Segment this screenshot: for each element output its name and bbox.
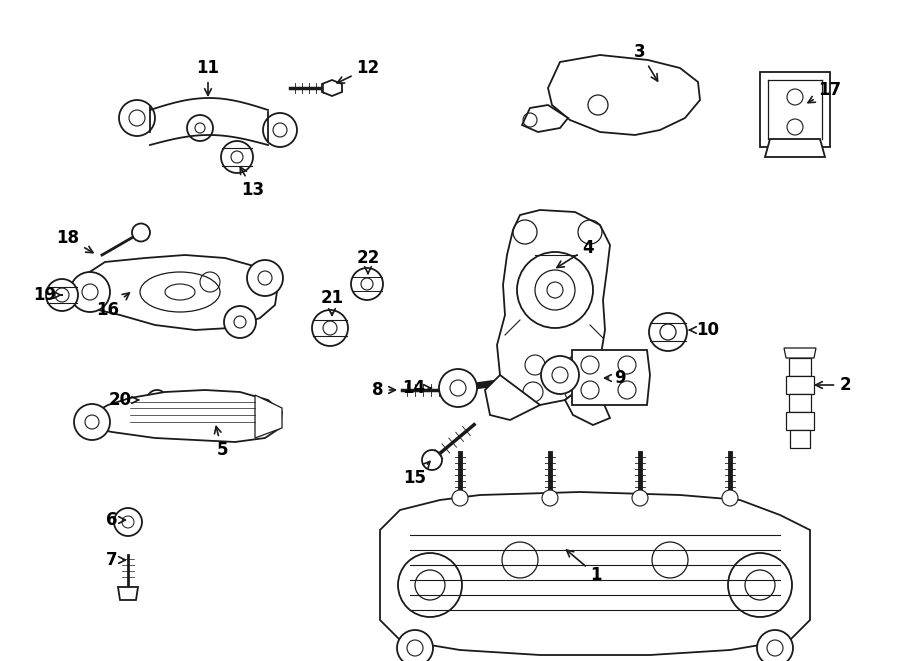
Circle shape xyxy=(224,306,256,338)
Polygon shape xyxy=(380,492,810,655)
Polygon shape xyxy=(790,430,810,448)
Text: 2: 2 xyxy=(815,376,850,394)
Polygon shape xyxy=(522,105,568,132)
Text: 10: 10 xyxy=(689,321,719,339)
Text: 8: 8 xyxy=(373,381,395,399)
Polygon shape xyxy=(786,412,814,430)
Polygon shape xyxy=(485,375,540,420)
Circle shape xyxy=(74,404,110,440)
Text: 19: 19 xyxy=(33,286,62,304)
Ellipse shape xyxy=(140,272,220,312)
Polygon shape xyxy=(565,385,610,425)
Polygon shape xyxy=(789,394,811,412)
Text: 22: 22 xyxy=(356,249,380,274)
Text: 20: 20 xyxy=(108,391,139,409)
Circle shape xyxy=(247,260,283,296)
Circle shape xyxy=(397,630,433,661)
Circle shape xyxy=(147,390,167,410)
Circle shape xyxy=(114,508,142,536)
Text: 14: 14 xyxy=(402,379,431,397)
Polygon shape xyxy=(497,210,610,405)
Polygon shape xyxy=(784,348,816,358)
Circle shape xyxy=(312,310,348,346)
Polygon shape xyxy=(786,376,814,394)
Text: 9: 9 xyxy=(605,369,626,387)
Text: 3: 3 xyxy=(634,43,658,81)
Polygon shape xyxy=(75,255,278,330)
Polygon shape xyxy=(548,55,700,135)
Polygon shape xyxy=(765,139,825,157)
Polygon shape xyxy=(760,72,830,147)
Circle shape xyxy=(632,490,648,506)
Text: 11: 11 xyxy=(196,59,220,95)
Text: 13: 13 xyxy=(240,167,265,199)
Circle shape xyxy=(452,490,468,506)
Polygon shape xyxy=(322,80,342,96)
Polygon shape xyxy=(572,350,650,405)
Circle shape xyxy=(439,369,477,407)
Polygon shape xyxy=(789,358,811,376)
Text: 5: 5 xyxy=(214,426,228,459)
Text: 7: 7 xyxy=(106,551,125,569)
Circle shape xyxy=(221,141,253,173)
Text: 16: 16 xyxy=(96,293,130,319)
Circle shape xyxy=(70,272,110,312)
Text: 17: 17 xyxy=(808,81,842,102)
Text: 1: 1 xyxy=(566,550,602,584)
Circle shape xyxy=(46,279,78,311)
Circle shape xyxy=(541,356,579,394)
Text: 4: 4 xyxy=(557,239,594,268)
Polygon shape xyxy=(90,390,282,442)
Text: 12: 12 xyxy=(338,59,380,83)
Circle shape xyxy=(132,223,150,241)
Text: 18: 18 xyxy=(57,229,93,253)
Circle shape xyxy=(442,378,466,402)
Text: 6: 6 xyxy=(106,511,125,529)
Circle shape xyxy=(649,313,687,351)
Text: 21: 21 xyxy=(320,289,344,315)
Circle shape xyxy=(542,490,558,506)
Circle shape xyxy=(351,268,383,300)
Circle shape xyxy=(757,630,793,661)
Circle shape xyxy=(722,490,738,506)
Polygon shape xyxy=(255,395,282,438)
Polygon shape xyxy=(118,587,138,600)
Text: 15: 15 xyxy=(403,461,430,487)
Circle shape xyxy=(422,450,442,470)
